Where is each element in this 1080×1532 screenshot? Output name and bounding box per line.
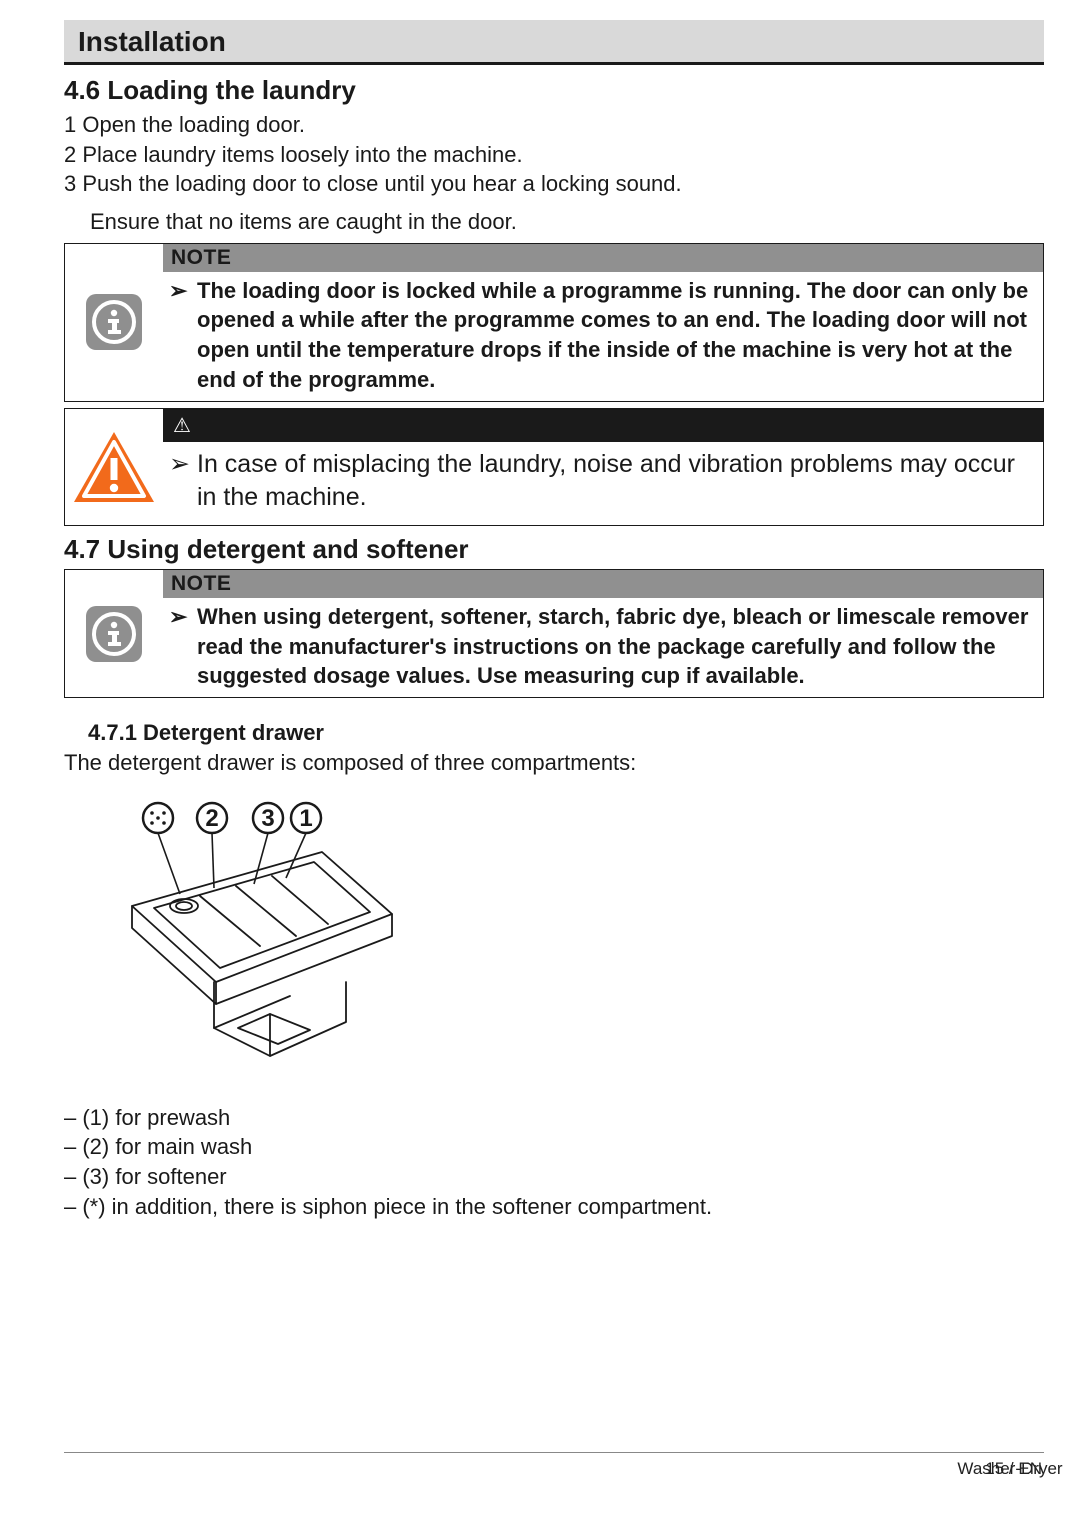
heading-4-7-1: 4.7.1 Detergent drawer <box>88 720 1044 746</box>
drawer-intro: The detergent drawer is composed of thre… <box>64 748 1044 778</box>
step-1: 1 Open the loading door. <box>64 110 1044 140</box>
info-icon-cell <box>65 570 163 697</box>
svg-text:1: 1 <box>299 805 312 832</box>
svg-text:2: 2 <box>205 805 218 832</box>
note-box-2: NOTE ➢ When using detergent, softener, s… <box>64 569 1044 698</box>
legend-2: – (2) for main wash <box>64 1132 1044 1162</box>
note-label: NOTE <box>171 246 231 269</box>
note-2-text: When using detergent, softener, starch, … <box>197 602 1033 691</box>
section-title: Installation <box>78 26 1030 58</box>
note-label: NOTE <box>171 572 231 595</box>
steps-list: 1 Open the loading door. 2 Place laundry… <box>64 110 1044 199</box>
drawer-legend: – (1) for prewash – (2) for main wash – … <box>64 1103 1044 1222</box>
warning-icon <box>70 428 158 506</box>
heading-4-6: 4.6 Loading the laundry <box>64 75 1044 106</box>
bullet-icon: ➢ <box>169 602 197 691</box>
step-2: 2 Place laundry items loosely into the m… <box>64 140 1044 170</box>
caution-title-bar: ⚠ <box>163 409 1043 442</box>
step-3-extra: Ensure that no items are caught in the d… <box>64 207 1044 237</box>
section-header: Installation <box>64 20 1044 65</box>
info-icon <box>84 604 144 664</box>
legend-1: – (1) for prewash <box>64 1103 1044 1133</box>
note-title-bar: NOTE <box>163 244 1043 272</box>
legend-star: – (*) in addition, there is siphon piece… <box>64 1192 1044 1222</box>
heading-4-7: 4.7 Using detergent and softener <box>64 534 1044 565</box>
info-icon <box>84 292 144 352</box>
info-icon-cell <box>65 244 163 401</box>
bullet-icon: ➢ <box>169 276 197 395</box>
caution-label: ⚠ <box>173 415 191 437</box>
legend-3: – (3) for softener <box>64 1162 1044 1192</box>
svg-text:3: 3 <box>261 805 274 832</box>
detergent-drawer-figure: 2 3 1 <box>114 796 1044 1091</box>
note-title-bar: NOTE <box>163 570 1043 598</box>
note-1-text: The loading door is locked while a progr… <box>197 276 1033 395</box>
warning-icon-cell <box>65 409 163 526</box>
step-3: 3 Push the loading door to close until y… <box>64 169 1044 199</box>
caution-box: ⚠ ➢ In case of misplacing the laundry, n… <box>64 408 1044 527</box>
drawer-diagram-svg: 2 3 1 <box>114 796 414 1086</box>
note-box-1: NOTE ➢ The loading door is locked while … <box>64 243 1044 402</box>
footer-page: 15 / EN <box>985 1459 1042 1479</box>
bullet-icon: ➢ <box>169 448 197 516</box>
caution-text: In case of misplacing the laundry, noise… <box>197 448 1033 516</box>
page-footer: Washer-Dryer 15 / EN <box>64 1452 1044 1479</box>
